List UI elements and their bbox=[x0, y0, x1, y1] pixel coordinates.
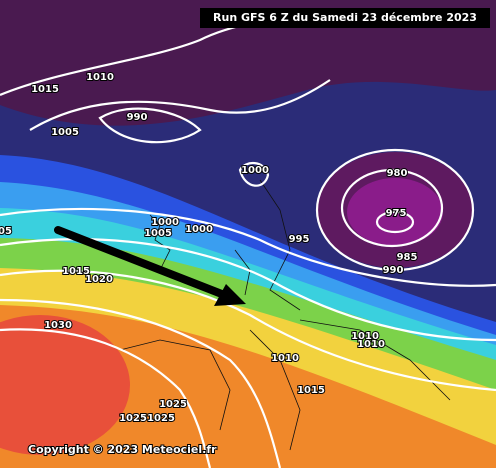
purple-zone bbox=[0, 0, 496, 126]
isobar-label: 1025 bbox=[159, 399, 187, 410]
isobar-label: 985 bbox=[397, 252, 418, 263]
isobar-label: 1010 bbox=[357, 339, 385, 350]
isobar bbox=[0, 207, 496, 287]
isobar-label: 980 bbox=[387, 168, 408, 179]
isobar-label: 1025 bbox=[147, 413, 175, 424]
title-box bbox=[200, 8, 490, 28]
isobar-label: 1005 bbox=[51, 127, 79, 138]
isobar bbox=[375, 210, 415, 234]
isobar-label: 990 bbox=[127, 112, 148, 123]
isobar-label: 1000 bbox=[185, 224, 213, 235]
title: Run GFS 6 Z du Samedi 23 décembre 2023 bbox=[213, 11, 477, 24]
arrow-shaft bbox=[54, 226, 236, 302]
isobar-label: 1000 bbox=[151, 217, 179, 228]
isobar-label: 05 bbox=[0, 226, 12, 237]
isobar-label: 1010 bbox=[271, 353, 299, 364]
isobar-labels: 1015 1010 1005 990 1000 980 975 985 990 … bbox=[0, 71, 418, 425]
isobar-label: 990 bbox=[383, 265, 404, 276]
isobar-label: 1025 bbox=[119, 413, 147, 424]
isobar bbox=[0, 328, 212, 468]
isobar-label: 1015 bbox=[31, 84, 59, 95]
isobar-label: 995 bbox=[289, 234, 310, 245]
isobar bbox=[340, 168, 444, 248]
isobar bbox=[0, 298, 282, 468]
isobar-label: 1005 bbox=[144, 228, 172, 239]
isobar-label: 975 bbox=[386, 208, 407, 219]
isobar-label: 1010 bbox=[86, 72, 114, 83]
copyright: Copyright © 2023 Meteociel.fr bbox=[28, 443, 217, 456]
isobar-label: 1000 bbox=[241, 165, 269, 176]
isobar-label: 1010 bbox=[351, 331, 379, 342]
isobar-label: 1015 bbox=[297, 385, 325, 396]
isobar-label: 1030 bbox=[44, 320, 72, 331]
isobar bbox=[98, 107, 202, 144]
isobar-label: 1015 bbox=[62, 266, 90, 277]
isobar bbox=[29, 79, 331, 131]
isobar bbox=[238, 162, 270, 187]
isobar-label: 1020 bbox=[85, 274, 113, 285]
isobar bbox=[315, 148, 475, 272]
red-zone bbox=[0, 315, 130, 455]
arrow-head bbox=[214, 284, 246, 306]
isobar bbox=[0, 269, 496, 392]
